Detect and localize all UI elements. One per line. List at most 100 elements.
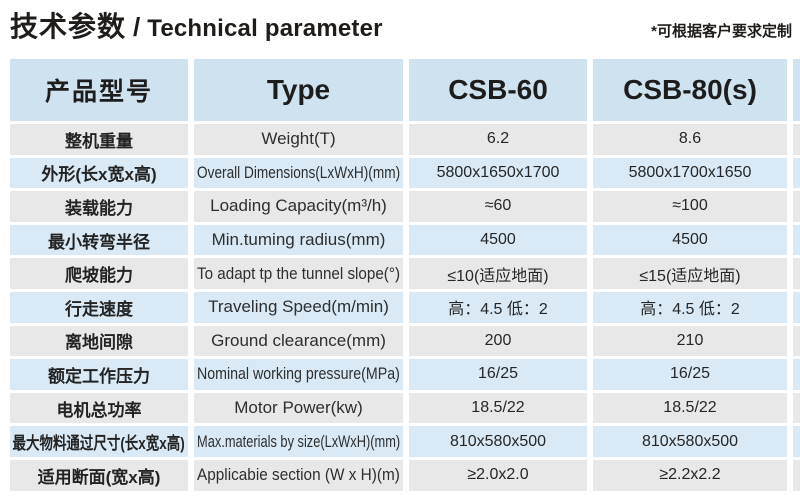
row-label-en-cell: To adapt tp the tunnel slope(°) [194, 258, 403, 289]
row-label-en: Min.tuming radius(mm) [211, 230, 386, 250]
value-csb-60: 4500 [480, 231, 516, 249]
value-csb-60: 18.5/22 [471, 399, 525, 417]
value-csb-60: 810x580x500 [449, 432, 547, 450]
row-label-zh-cell: 行走速度 [10, 291, 188, 323]
value-cell-csb-60: 6.2 [409, 124, 587, 155]
row-label-zh-cell: 爬坡能力 [10, 258, 188, 289]
technical-parameter-table: 产品型号 Type CSB-60 CSB-80(s) 整机重量 Weight(T… [10, 59, 800, 491]
value-csb-60: 5800x1650x1700 [436, 163, 560, 181]
row-label-zh: 适用断面(宽x高) [37, 467, 161, 487]
row-label-zh: 整机重量 [65, 131, 133, 151]
value-csb-80s: 16/25 [669, 365, 711, 383]
value-csb-60: ≤10(适应地面) [447, 267, 549, 285]
value-cell-csb-80s: 8.6 [593, 124, 787, 155]
header-cell-csb-80s: CSB-80(s) [593, 59, 787, 121]
value-cell-csb-60: 高：4.5 低：2 [409, 291, 587, 323]
value-cell-csb-80s: 18.5/22 [593, 392, 787, 424]
customization-note: *可根据客户要求定制 [651, 22, 792, 40]
value-cell-csb-80s: ≈100 [593, 191, 787, 222]
cropped-column-sliver [793, 59, 800, 121]
row-label-en: Nominal working pressure(MPa) [197, 364, 400, 384]
page-title-chinese: 技术参数 [10, 11, 127, 42]
value-csb-80s: ≤15(适应地面) [639, 267, 741, 285]
value-cell-csb-80s: 高：4.5 低：2 [593, 291, 787, 323]
row-label-zh: 电机总功率 [56, 400, 142, 420]
row-label-en-cell: Ground clearance(mm) [194, 325, 403, 357]
row-label-en-cell: Weight(T) [194, 124, 403, 155]
value-csb-80s: 4500 [672, 231, 708, 249]
value-cell-csb-80s: 810x580x500 [593, 426, 787, 457]
value-csb-80s: ≈100 [672, 197, 708, 215]
row-label-en: Ground clearance(mm) [211, 330, 386, 350]
value-cell-csb-80s: 4500 [593, 224, 787, 256]
value-csb-80s: 8.6 [678, 130, 702, 148]
cropped-column-sliver [793, 325, 800, 357]
row-label-zh-cell: 装载能力 [10, 191, 188, 222]
value-cell-csb-80s: ≤15(适应地面) [593, 258, 787, 289]
title-bar: 技术参数 / Technical parameter *可根据客户要求定制 [10, 11, 792, 43]
row-label-en: Applicabie section (W x H)(m) [197, 465, 400, 485]
row-label-zh: 最大物料通过尺寸(长x宽x高) [12, 434, 186, 454]
row-label-en-cell: Traveling Speed(m/min) [194, 291, 403, 323]
page-title-english: Technical parameter [147, 15, 383, 42]
row-label-en: Traveling Speed(m/min) [208, 297, 389, 317]
row-label-zh-cell: 适用断面(宽x高) [10, 459, 188, 491]
page-title: 技术参数 / Technical parameter [10, 11, 383, 43]
value-csb-60: ≈60 [484, 197, 512, 215]
cropped-column-sliver [793, 191, 800, 222]
cropped-column-sliver [793, 157, 800, 189]
value-csb-80s: 5800x1700x1650 [628, 163, 752, 181]
row-label-en-cell: Loading Capacity(m³/h) [194, 191, 403, 222]
row-label-en: Weight(T) [261, 129, 336, 149]
value-cell-csb-60: 200 [409, 325, 587, 357]
value-cell-csb-80s: ≥2.2x2.2 [593, 459, 787, 491]
value-cell-csb-80s: 16/25 [593, 359, 787, 390]
row-label-zh-cell: 外形(长x宽x高) [10, 157, 188, 189]
row-label-zh-cell: 电机总功率 [10, 392, 188, 424]
header-cell-type: Type [194, 59, 403, 121]
row-label-zh: 行走速度 [65, 299, 133, 319]
header-cell-product-model: 产品型号 [10, 59, 188, 121]
value-cell-csb-60: 16/25 [409, 359, 587, 390]
value-csb-60: 200 [484, 331, 512, 349]
row-label-zh: 外形(长x宽x高) [41, 165, 157, 185]
row-label-en: Max.materials by size(LxWxH)(mm) [196, 431, 401, 451]
row-label-zh-cell: 最大物料通过尺寸(长x宽x高) [10, 426, 188, 457]
row-label-zh-cell: 最小转弯半径 [10, 224, 188, 256]
value-cell-csb-60: ≥2.0x2.0 [409, 459, 587, 491]
row-label-en-cell: Overall Dimensions(LxWxH)(mm) [194, 157, 403, 189]
row-label-en-cell: Applicabie section (W x H)(m) [194, 459, 403, 491]
cropped-column-sliver [793, 392, 800, 424]
value-cell-csb-60: 18.5/22 [409, 392, 587, 424]
cropped-column-sliver [793, 258, 800, 289]
value-csb-80s: 210 [676, 331, 704, 349]
value-cell-csb-60: 4500 [409, 224, 587, 256]
row-label-en-cell: Max.materials by size(LxWxH)(mm) [194, 426, 403, 457]
row-label-en: Overall Dimensions(LxWxH)(mm) [196, 162, 401, 182]
value-cell-csb-60: 810x580x500 [409, 426, 587, 457]
value-csb-60: 16/25 [477, 365, 519, 383]
value-csb-60: ≥2.0x2.0 [467, 466, 529, 484]
value-cell-csb-80s: 210 [593, 325, 787, 357]
value-csb-80s: ≥2.2x2.2 [659, 466, 721, 484]
header-cell-csb-60: CSB-60 [409, 59, 587, 121]
row-label-en-cell: Nominal working pressure(MPa) [194, 359, 403, 390]
row-label-zh: 装载能力 [65, 198, 133, 218]
value-cell-csb-60: ≤10(适应地面) [409, 258, 587, 289]
cropped-column-sliver [793, 124, 800, 155]
row-label-zh-cell: 离地间隙 [10, 325, 188, 357]
value-csb-60: 6.2 [486, 130, 510, 148]
cropped-column-sliver [793, 359, 800, 390]
cropped-column-sliver [793, 459, 800, 491]
row-label-zh: 最小转弯半径 [48, 232, 150, 252]
value-cell-csb-80s: 5800x1700x1650 [593, 157, 787, 189]
row-label-en-cell: Min.tuming radius(mm) [194, 224, 403, 256]
row-label-en: Loading Capacity(m³/h) [210, 196, 387, 216]
page-title-separator: / [133, 12, 141, 42]
value-csb-80s: 810x580x500 [641, 432, 739, 450]
row-label-zh: 额定工作压力 [48, 366, 150, 386]
value-csb-60: 高：4.5 低：2 [448, 301, 548, 319]
value-csb-80s: 高：4.5 低：2 [640, 301, 740, 319]
row-label-en: Motor Power(kw) [234, 398, 363, 418]
value-cell-csb-60: ≈60 [409, 191, 587, 222]
